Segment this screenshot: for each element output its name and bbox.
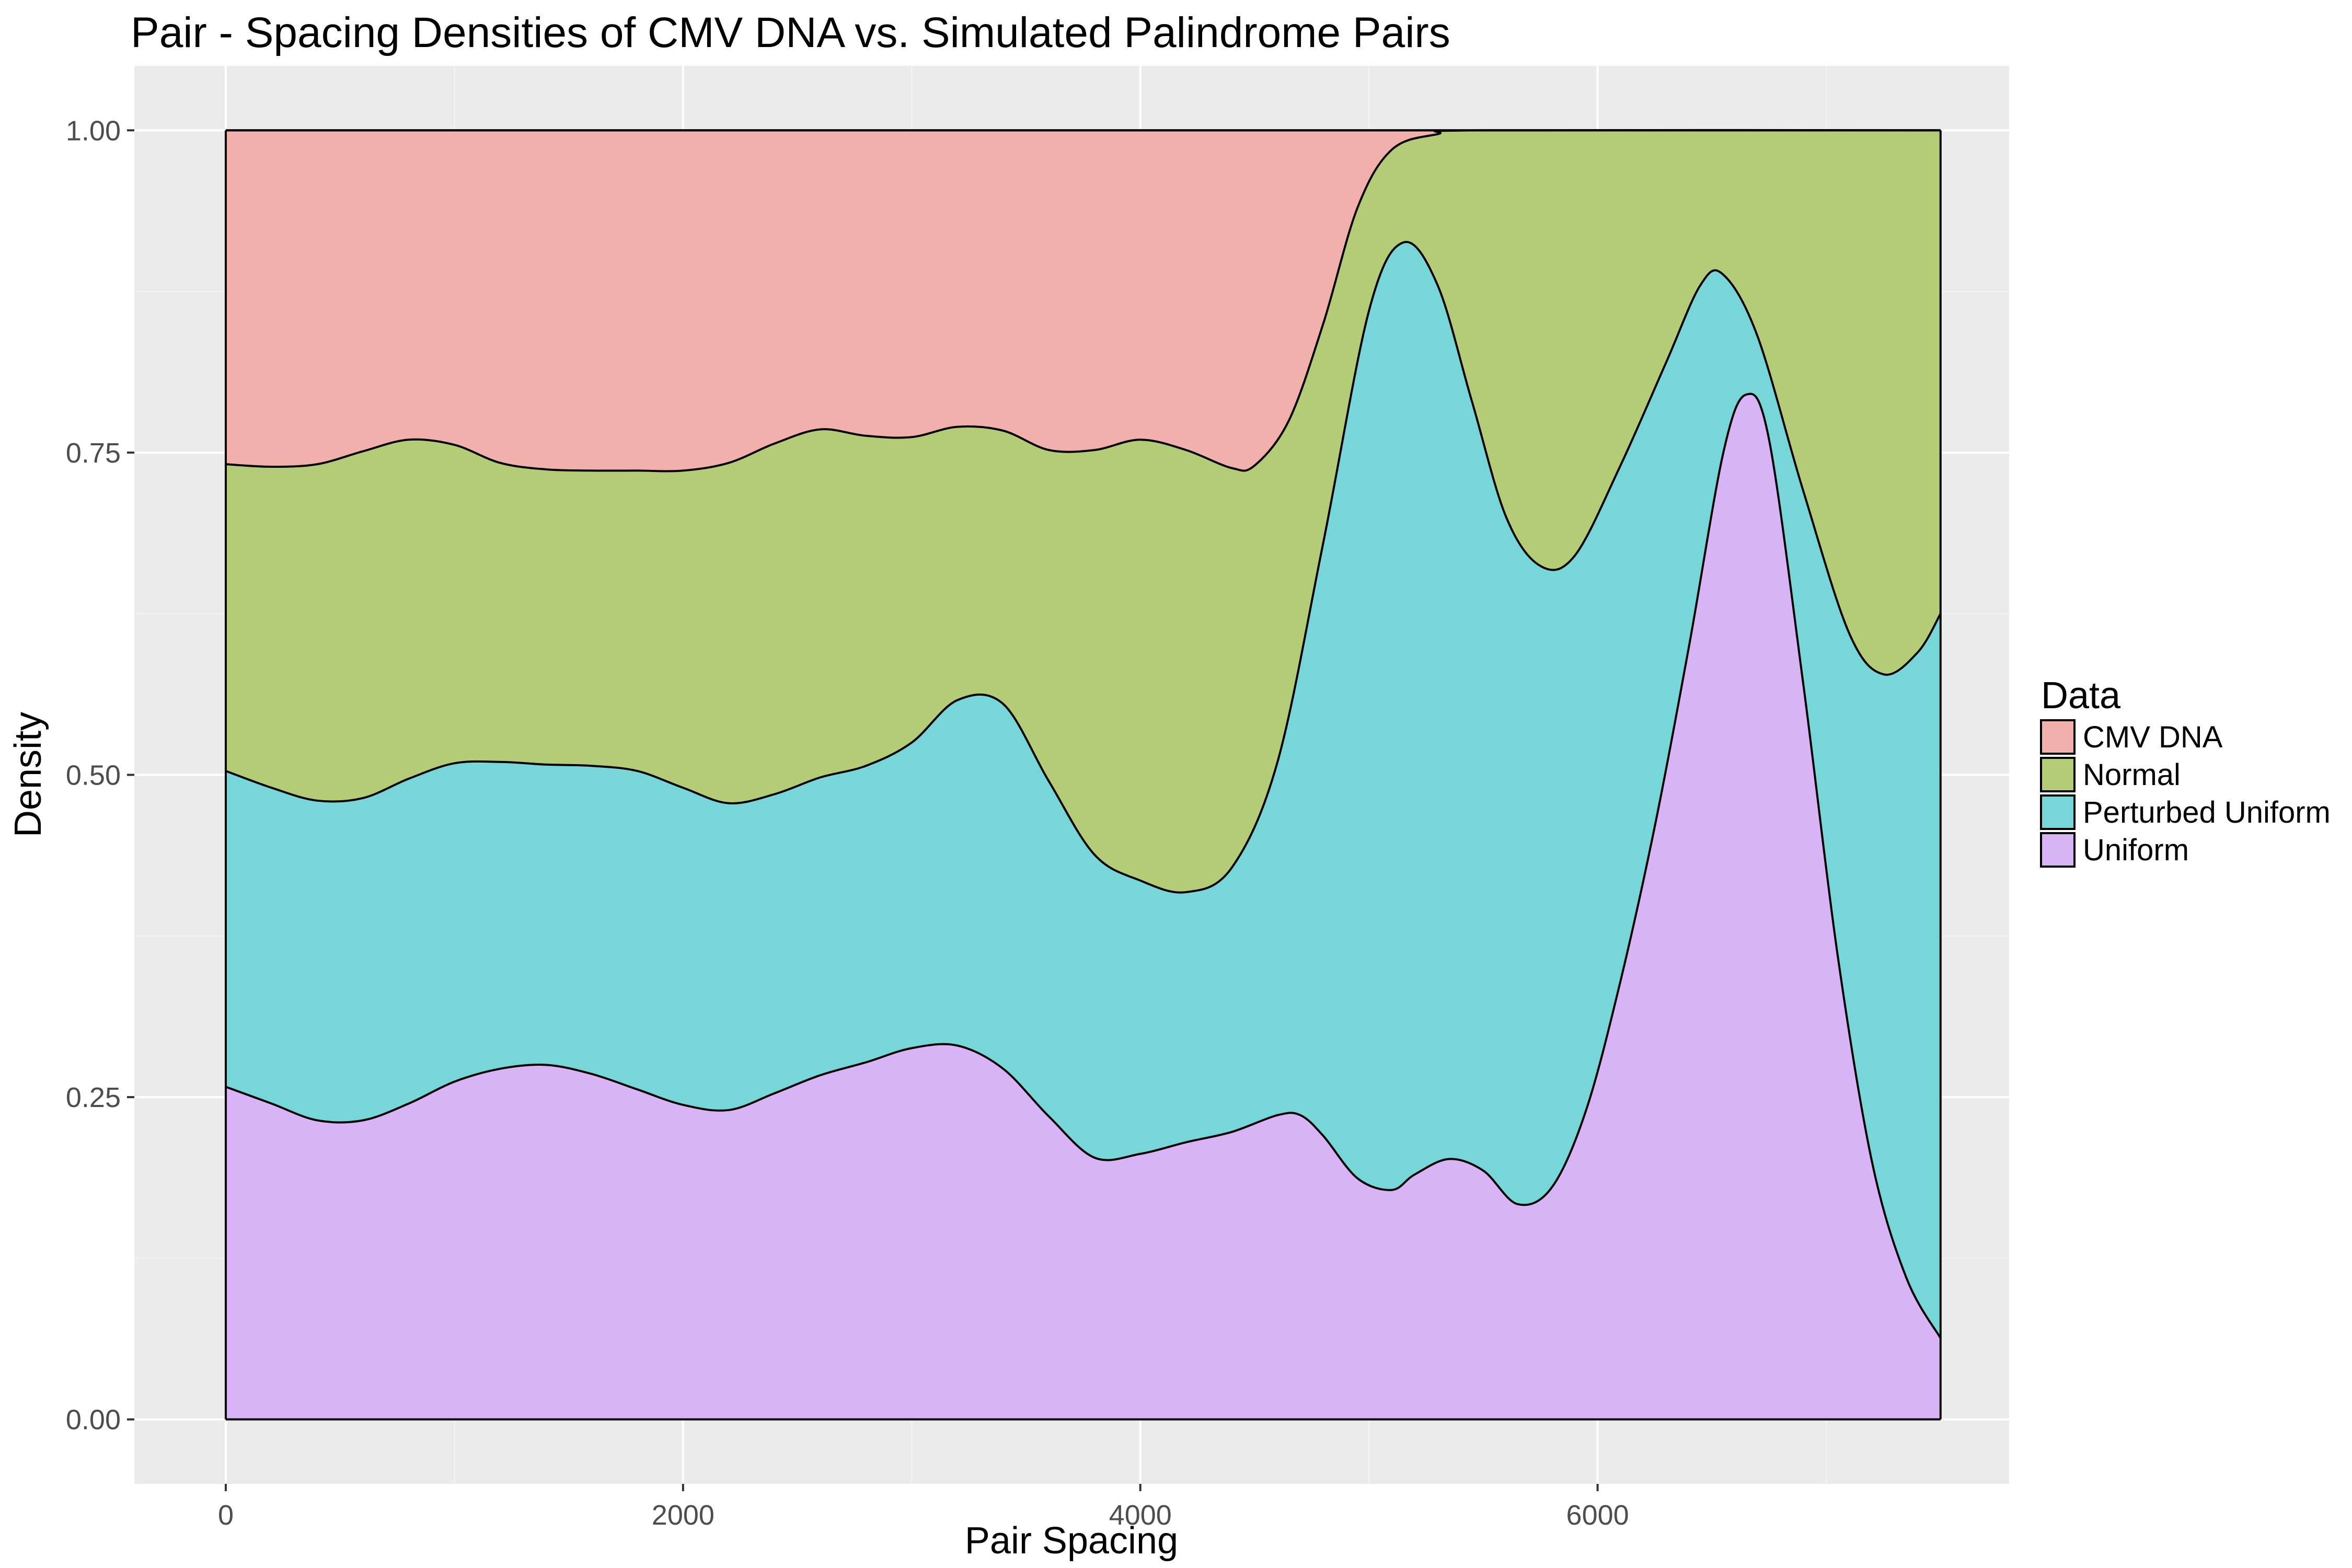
legend-label: CMV DNA (2083, 720, 2223, 754)
series-areas (226, 130, 1941, 1420)
legend-label: Normal (2083, 758, 2181, 792)
legend-title: Data (2041, 675, 2121, 717)
x-tick-label: 6000 (1566, 1500, 1629, 1531)
legend-key (2040, 719, 2076, 755)
x-tick-label: 4000 (1109, 1500, 1172, 1531)
outline-uniform (225, 393, 1942, 1339)
chart-title: Pair - Spacing Densities of CMV DNA vs. … (131, 9, 1450, 56)
area-uniform (226, 394, 1941, 1420)
legend-key (2040, 832, 2076, 868)
y-tick-label: 1.00 (66, 115, 121, 146)
series-outlines (224, 129, 1942, 1421)
legend-key (2040, 757, 2076, 792)
x-axis-title: Pair Spacing (965, 1520, 1178, 1562)
outline-normal (225, 129, 1941, 472)
outline-perturbed-uniform (225, 240, 1942, 894)
y-tick-label: 0.75 (66, 437, 121, 469)
area-border (224, 129, 1942, 1421)
legend-label: Uniform (2083, 833, 2189, 867)
legend-label: Perturbed Uniform (2083, 795, 2331, 829)
y-tick-label: 0.00 (66, 1404, 121, 1436)
y-axis-ticks: 0.00 0.25 0.50 0.75 1.00 (66, 115, 134, 1436)
y-tick-label: 0.50 (66, 760, 121, 791)
x-tick-label: 0 (218, 1500, 234, 1531)
x-axis-ticks: 0 2000 4000 6000 (218, 1484, 1629, 1531)
y-axis-title: Density (7, 712, 49, 837)
legend-key (2040, 794, 2076, 830)
x-tick-label: 2000 (652, 1500, 714, 1531)
y-tick-label: 0.25 (66, 1082, 121, 1113)
